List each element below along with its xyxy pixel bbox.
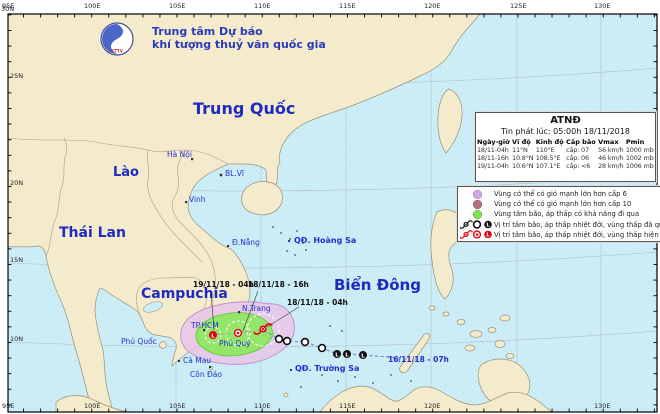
- issued-time: Tin phát lúc: 05:00h 18/11/2018: [501, 127, 630, 136]
- cell: 110°E: [535, 146, 555, 154]
- cell: 107.1°E: [535, 162, 561, 170]
- label-leader-lines: [210, 290, 300, 332]
- city-dots: [178, 158, 292, 371]
- cell: 28 km/h: [598, 162, 624, 170]
- past-depression-icon: [274, 334, 284, 344]
- past-depression-icon: [300, 337, 310, 347]
- past-positions: L L L: [274, 334, 367, 359]
- low-marker: L: [486, 223, 490, 229]
- cell: 18/11-16h: [477, 154, 509, 162]
- top-axis-strip: 95E 100E 105E 110E 115E 120E 125E 130E: [0, 0, 660, 13]
- low-marker: L: [345, 352, 349, 358]
- table-row: 19/11-04h 10.6°N 107.1°E cấp: <6 28 km/h…: [476, 162, 655, 170]
- country-borders: [8, 137, 229, 329]
- island-phu-quoc: [159, 341, 167, 349]
- legend-item: Vùng có thể có gió mạnh lớn hơn cấp 10: [460, 199, 660, 209]
- current-forecast-position-icons: L: [460, 230, 492, 240]
- cell: 56 km/h: [598, 146, 624, 154]
- axis-meridian: 100E: [84, 2, 101, 10]
- col-header: Kinh độ: [535, 138, 564, 146]
- track-area-icon: [472, 209, 482, 220]
- col-header: Vmax: [598, 138, 619, 146]
- storm-data-table: Ngày-giờ Vĩ độ Kinh độ Cấp bão Vmax Pmin…: [476, 138, 655, 170]
- axis-meridian: 110E: [254, 2, 271, 10]
- wind-gt10-area-icon: [472, 199, 482, 209]
- cell: 1000 mb: [625, 146, 654, 154]
- cell: 46 km/h: [598, 154, 624, 162]
- past-position-icons: L: [460, 220, 492, 229]
- table-row: 18/11-04h 11°N 110°E cấp: 07 56 km/h 100…: [476, 146, 655, 154]
- axis-meridian: 120E: [424, 2, 441, 10]
- cell: 1006 mb: [625, 162, 654, 170]
- col-header: Pmin: [625, 138, 645, 146]
- cell: 10.8°N: [512, 154, 534, 162]
- legend-box: Vùng có thể có gió mạnh lớn hơn cấp 6 Vù…: [457, 186, 660, 242]
- land-taiwan: [437, 88, 463, 154]
- cell: cấp: 06: [566, 154, 589, 162]
- current-forecast-positions: L: [209, 323, 273, 339]
- cell: 18/11-04h: [477, 146, 509, 154]
- table-row: 18/11-16h 10.8°N 108.5°E cấp: 06 46 km/h…: [476, 154, 655, 162]
- land-borneo: [319, 385, 553, 412]
- land-sumatra: [55, 395, 128, 412]
- col-header: Vĩ độ: [512, 138, 531, 146]
- storm-info-box: ATNĐ Tin phát lúc: 05:00h 18/11/2018 Ngà…: [475, 112, 656, 182]
- past-depression-icon: [282, 336, 292, 346]
- legend-item: Vùng có thể có gió mạnh lớn hơn cấp 6: [460, 189, 660, 199]
- storm-type-title: ATNĐ: [550, 115, 581, 126]
- legend-item: Vùng tâm bão, áp thấp có khả năng đi qua: [460, 209, 660, 220]
- col-header: Ngày-giờ: [477, 138, 510, 146]
- axis-meridian: 125E: [510, 2, 527, 10]
- agency-logo: KTTV: [100, 22, 134, 56]
- legend-item: L Vị trí tâm bão, áp thấp nhiệt đới, vùn…: [460, 220, 660, 230]
- low-marker: L: [361, 353, 365, 359]
- legend-item: L Vị trí tâm bão, áp thấp nhiệt đới, vùn…: [460, 230, 660, 240]
- cell: 1002 mb: [625, 154, 654, 162]
- axis-meridian: 130E: [594, 2, 611, 10]
- logo-text: KTTV: [111, 49, 124, 54]
- low-marker: L: [211, 333, 215, 339]
- cell: 108.5°E: [535, 154, 561, 162]
- cell: 10.6°N: [512, 162, 534, 170]
- forecast-depression-icon: [233, 328, 243, 338]
- axis-meridian: 115E: [339, 2, 356, 10]
- past-depression-icon: [317, 343, 327, 353]
- wind-gt6-area-icon: [472, 189, 482, 199]
- forecast-low-icon: [209, 331, 217, 339]
- low-marker: L: [335, 352, 339, 358]
- land-hainan: [241, 181, 283, 216]
- archipelago-dots: [271, 225, 413, 389]
- land-palawan: [399, 332, 430, 374]
- forecast-range-circles: [204, 313, 280, 347]
- cell: cấp: <6: [566, 162, 591, 170]
- cell: cấp: 07: [566, 146, 589, 154]
- tonle-sap-lake: [143, 301, 163, 313]
- axis-meridian: 95E: [2, 2, 15, 10]
- cell: 11°N: [512, 146, 528, 154]
- col-header: Cấp bão: [566, 138, 596, 146]
- axis-meridian: 105E: [169, 2, 186, 10]
- cell: 19/11-04h: [477, 162, 509, 170]
- landmasses: [8, 14, 553, 412]
- low-marker: L: [486, 233, 490, 239]
